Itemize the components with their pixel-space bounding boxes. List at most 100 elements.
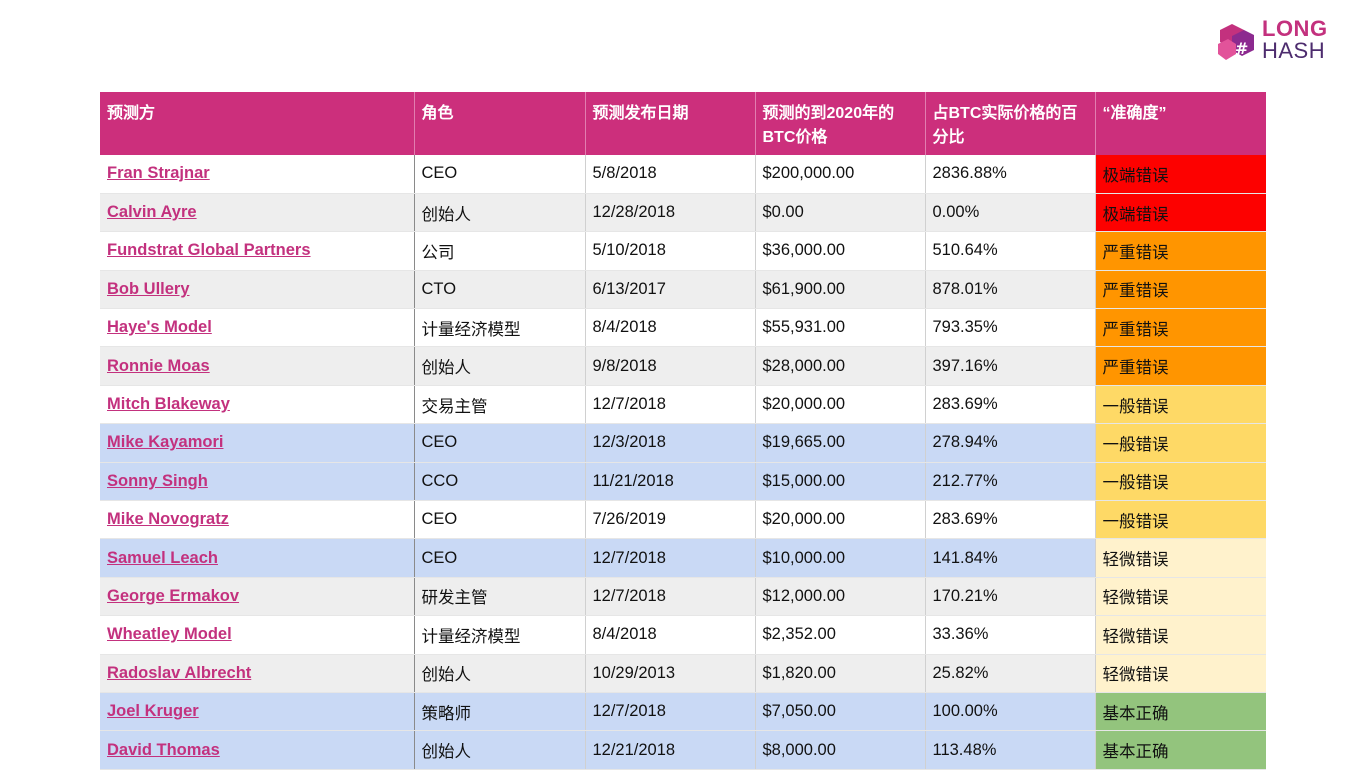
cell-price: $19,665.00 (755, 423, 926, 463)
cell-predictor: George Ermakov (100, 577, 415, 617)
cell-predictor: Mike Novogratz (100, 500, 415, 540)
cell-predictor: Ronnie Moas (100, 346, 415, 386)
cell-predictor: Radoslav Albrecht (100, 654, 415, 693)
predictor-link[interactable]: Radoslav Albrecht (107, 663, 252, 682)
predictor-link[interactable]: Mitch Blakeway (107, 395, 230, 414)
cell-predictor: Sonny Singh (100, 462, 415, 502)
cell-date: 12/7/2018 (585, 692, 756, 732)
cell-date: 12/21/2018 (585, 730, 756, 770)
cell-role: CEO (414, 538, 586, 578)
cell-predictor: Wheatley Model (100, 615, 415, 655)
table-row: Radoslav Albrecht 创始人 10/29/2013 $1,820.00 2… (100, 654, 1266, 693)
table-row: Haye's Model 计量经济模型 8/4/2018 $55,931.00 793.… (100, 308, 1266, 348)
cell-percent: 141.84% (925, 538, 1096, 578)
predictor-link[interactable]: Sonny Singh (107, 471, 208, 490)
cell-accuracy: 轻微错误 (1095, 654, 1266, 693)
cell-percent: 2836.88% (925, 155, 1096, 194)
table-row: Fran Strajnar CEO 5/8/2018 $200,000.00 2836.… (100, 155, 1266, 194)
cell-percent: 212.77% (925, 462, 1096, 502)
cell-price: $20,000.00 (755, 500, 926, 540)
cell-predictor: Calvin Ayre (100, 193, 415, 233)
cell-percent: 0.00% (925, 193, 1096, 233)
predictor-link[interactable]: Haye's Model (107, 318, 212, 337)
cell-role: CEO (414, 155, 586, 194)
predictor-link[interactable]: Calvin Ayre (107, 203, 197, 222)
table-row: Samuel Leach CEO 12/7/2018 $10,000.00 141.84… (100, 538, 1266, 578)
cell-price: $55,931.00 (755, 308, 926, 348)
longhash-logo: # LONG HASH (1214, 18, 1334, 68)
table-row: Joel Kruger 策略师 12/7/2018 $7,050.00 100.00% 基… (100, 692, 1266, 732)
cell-predictor: Fran Strajnar (100, 155, 415, 194)
cell-percent: 100.00% (925, 692, 1096, 732)
cell-accuracy: 一般错误 (1095, 423, 1266, 463)
cell-role: 创始人 (414, 730, 586, 770)
cell-accuracy: 严重错误 (1095, 231, 1266, 271)
cell-date: 12/7/2018 (585, 577, 756, 617)
cell-predictor: Bob Ullery (100, 270, 415, 310)
logo-text-long: LONG (1262, 16, 1328, 41)
predictor-link[interactable]: Mike Novogratz (107, 510, 229, 529)
table-row: Ronnie Moas 创始人 9/8/2018 $28,000.00 397.16% 严… (100, 346, 1266, 386)
cell-percent: 283.69% (925, 385, 1096, 425)
btc-prediction-table: 预测方 角色 预测发布日期 预测的到2020年的BTC价格 占BTC实际价格的百… (100, 92, 1266, 770)
predictor-link[interactable]: David Thomas (107, 740, 220, 759)
cell-accuracy: 一般错误 (1095, 500, 1266, 540)
predictor-link[interactable]: Wheatley Model (107, 625, 232, 644)
cell-role: 创始人 (414, 654, 586, 693)
cell-accuracy: 轻微错误 (1095, 615, 1266, 655)
cell-price: $20,000.00 (755, 385, 926, 425)
cell-accuracy: 严重错误 (1095, 346, 1266, 386)
cell-predictor: Samuel Leach (100, 538, 415, 578)
cell-date: 8/4/2018 (585, 308, 756, 348)
cell-percent: 878.01% (925, 270, 1096, 310)
cell-percent: 170.21% (925, 577, 1096, 617)
cell-role: CEO (414, 423, 586, 463)
cell-role: 研发主管 (414, 577, 586, 617)
header-percent-of-actual: 占BTC实际价格的百分比 (925, 92, 1096, 155)
predictor-link[interactable]: Joel Kruger (107, 702, 199, 721)
table-row: David Thomas 创始人 12/21/2018 $8,000.00 113.48… (100, 730, 1266, 770)
table-row: Mitch Blakeway 交易主管 12/7/2018 $20,000.00 283… (100, 385, 1266, 425)
predictor-link[interactable]: Fran Strajnar (107, 164, 210, 183)
header-predicted-price: 预测的到2020年的BTC价格 (755, 92, 926, 155)
cell-predictor: Joel Kruger (100, 692, 415, 732)
cell-price: $7,050.00 (755, 692, 926, 732)
table-row: George Ermakov 研发主管 12/7/2018 $12,000.00 170… (100, 577, 1266, 617)
cell-price: $10,000.00 (755, 538, 926, 578)
cell-percent: 510.64% (925, 231, 1096, 271)
cell-role: CEO (414, 500, 586, 540)
cell-date: 8/4/2018 (585, 615, 756, 655)
table-row: Mike Kayamori CEO 12/3/2018 $19,665.00 278.9… (100, 423, 1266, 463)
table-row: Wheatley Model 计量经济模型 8/4/2018 $2,352.00 33.… (100, 615, 1266, 655)
logo-text-hash: HASH (1262, 38, 1326, 63)
cell-predictor: Mike Kayamori (100, 423, 415, 463)
cell-price: $36,000.00 (755, 231, 926, 271)
cell-role: 创始人 (414, 346, 586, 386)
table-row: Calvin Ayre 创始人 12/28/2018 $0.00 0.00% 极端错误 (100, 193, 1266, 233)
cell-accuracy: 一般错误 (1095, 385, 1266, 425)
predictor-link[interactable]: Samuel Leach (107, 548, 218, 567)
cell-price: $1,820.00 (755, 654, 926, 693)
cell-predictor: Fundstrat Global Partners (100, 231, 415, 271)
table-row: Sonny Singh CCO 11/21/2018 $15,000.00 212.77… (100, 462, 1266, 502)
predictor-link[interactable]: Fundstrat Global Partners (107, 241, 311, 260)
cell-price: $12,000.00 (755, 577, 926, 617)
cell-role: 策略师 (414, 692, 586, 732)
hash-cube-icon: # (1218, 24, 1254, 60)
cell-role: 公司 (414, 231, 586, 271)
predictor-link[interactable]: Mike Kayamori (107, 433, 224, 452)
cell-predictor: David Thomas (100, 730, 415, 770)
cell-price: $61,900.00 (755, 270, 926, 310)
cell-role: CTO (414, 270, 586, 310)
cell-role: CCO (414, 462, 586, 502)
cell-percent: 397.16% (925, 346, 1096, 386)
predictor-link[interactable]: Bob Ullery (107, 279, 190, 298)
cell-percent: 278.94% (925, 423, 1096, 463)
cell-date: 11/21/2018 (585, 462, 756, 502)
cell-date: 6/13/2017 (585, 270, 756, 310)
cell-role: 交易主管 (414, 385, 586, 425)
predictor-link[interactable]: Ronnie Moas (107, 356, 210, 375)
predictor-link[interactable]: George Ermakov (107, 586, 240, 605)
cell-date: 12/28/2018 (585, 193, 756, 233)
cell-role: 计量经济模型 (414, 308, 586, 348)
